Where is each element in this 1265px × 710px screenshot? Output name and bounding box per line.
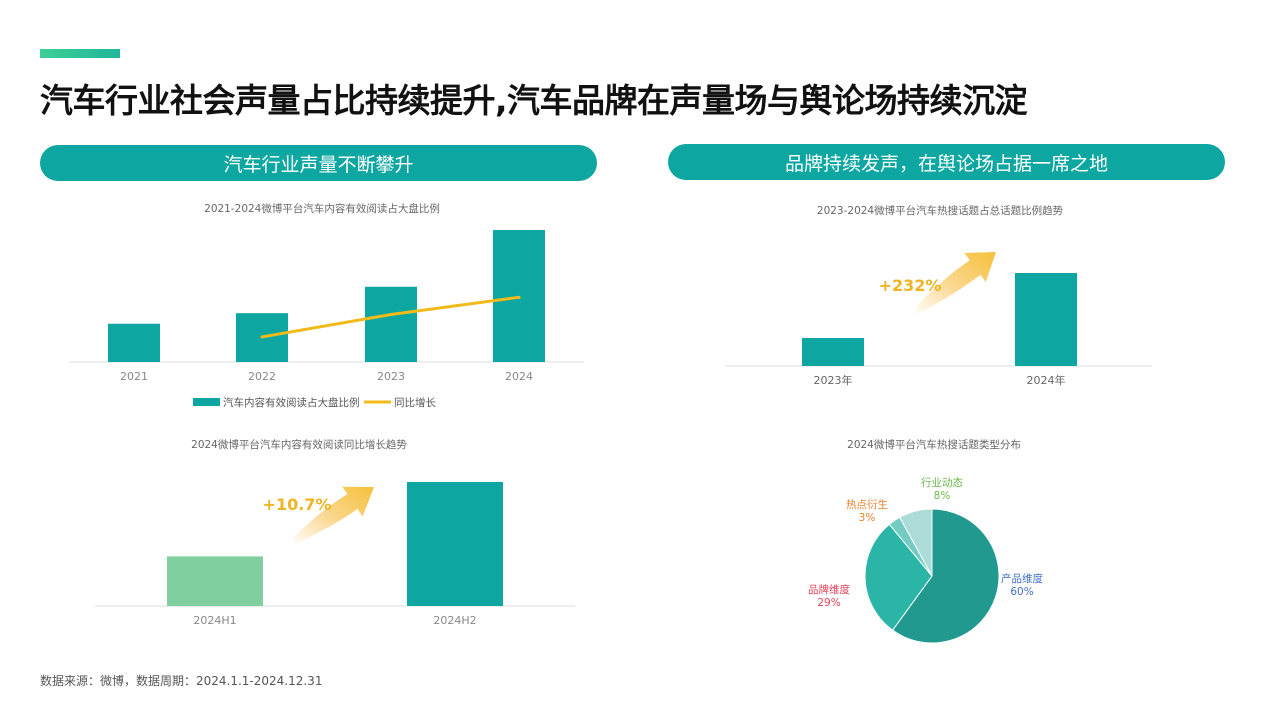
x-tick-label: 2023 <box>377 370 405 383</box>
growth-arrow-icon <box>291 486 374 545</box>
chart-title-half-year-growth: 2024微博平台汽车内容有效阅读同比增长趋势 <box>191 439 407 451</box>
growth-annotation: +232% <box>879 276 942 295</box>
chart-title-reading-share: 2021-2024微博平台汽车内容有效阅读占大盘比例 <box>204 203 440 215</box>
pie-percent: 3% <box>859 512 876 524</box>
pie-label: 行业动态 <box>921 476 963 489</box>
chart-title-hot-search-share: 2023-2024微博平台汽车热搜话题占总话题比例趋势 <box>816 205 1064 217</box>
section-heading-left: 汽车行业声量不断攀升 <box>40 145 597 181</box>
x-tick-label: 2024 <box>505 370 533 383</box>
growth-arrow-icon <box>913 252 996 315</box>
bar-2024H2 <box>407 482 503 606</box>
pie-label: 产品维度 <box>1001 572 1043 585</box>
legend-label-yoy: 同比增长 <box>394 396 436 409</box>
bar-2023年 <box>802 337 864 366</box>
bar-2024年 <box>1015 273 1077 366</box>
pie-label: 品牌维度 <box>808 583 850 596</box>
x-tick-label: 2024年 <box>1027 373 1066 387</box>
x-tick-label: 2021 <box>120 370 148 383</box>
yoy-line-segment <box>260 312 393 339</box>
bar-2023 <box>365 286 417 362</box>
x-tick-label: 2024H2 <box>433 614 476 627</box>
pie-slice <box>864 523 933 631</box>
pie-label: 热点衍生 <box>846 498 888 511</box>
accent-bar <box>40 49 120 58</box>
legend-label-share: 汽车内容有效阅读占大盘比例 <box>223 396 360 409</box>
pie-slice <box>891 508 1000 644</box>
legend-swatch-share <box>193 398 220 406</box>
pie-slice <box>899 508 933 577</box>
yoy-point <box>517 295 521 299</box>
pie-percent: 29% <box>817 597 840 609</box>
pie-percent: 60% <box>1010 586 1033 598</box>
x-tick-label: 2024H1 <box>193 614 236 627</box>
data-source-note: 数据来源：微博，数据周期：2024.1.1-2024.12.31 <box>40 674 323 688</box>
pie-percent: 8% <box>934 490 951 502</box>
bar-2021 <box>108 323 160 362</box>
growth-annotation: +10.7% <box>263 495 332 514</box>
chart-title-topic-distribution: 2024微博平台汽车热搜话题类型分布 <box>847 439 1021 451</box>
x-tick-label: 2023年 <box>814 373 853 387</box>
yoy-line-segment <box>389 295 521 316</box>
bar-2024H1 <box>167 556 263 606</box>
page-title: 汽车行业社会声量占比持续提升,汽车品牌在声量场与舆论场持续沉淀 <box>40 81 1028 120</box>
section-heading-right: 品牌持续发声，在舆论场占据一席之地 <box>668 144 1225 180</box>
x-tick-label: 2022 <box>248 370 276 383</box>
